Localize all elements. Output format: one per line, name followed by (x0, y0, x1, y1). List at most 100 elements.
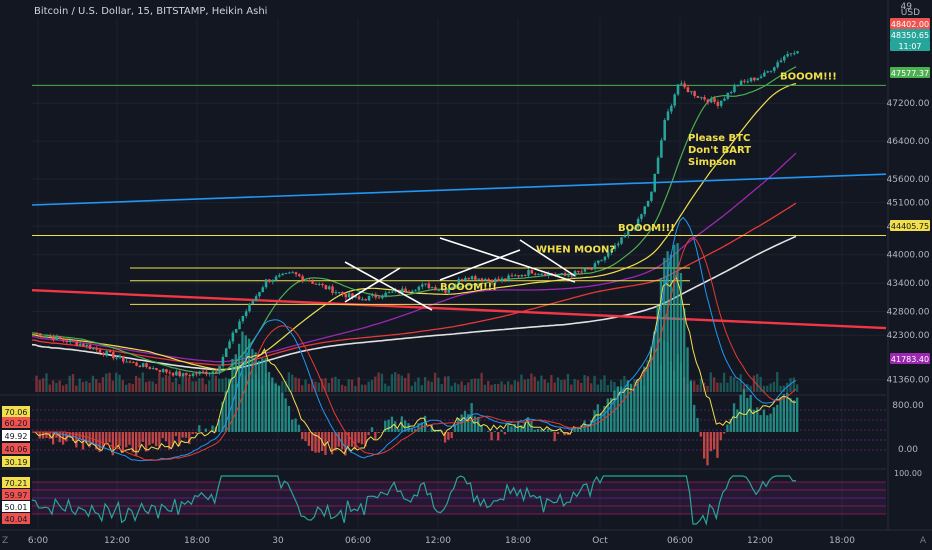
candle-body (623, 235, 627, 238)
candle-body (102, 352, 105, 355)
volume-bar (98, 382, 101, 392)
osc-histogram-bar (752, 409, 756, 432)
osc-histogram-bar (523, 422, 526, 432)
osc-histogram-bar (148, 432, 151, 446)
volume-bar (211, 374, 214, 392)
candle-body (573, 271, 577, 277)
candle-body (729, 92, 733, 94)
candle-body (540, 273, 544, 275)
volume-bar (792, 377, 795, 392)
osc-histogram-bar (174, 432, 178, 437)
volume-bar (570, 384, 573, 392)
osc-histogram-bar (261, 358, 264, 432)
volume-bar (344, 385, 347, 392)
osc-histogram-bar (194, 432, 198, 434)
drawing-line[interactable] (439, 237, 576, 283)
volume-bar (115, 372, 118, 392)
candle-body (626, 230, 630, 236)
volume-bar (35, 375, 38, 392)
osc-histogram-bar (281, 392, 284, 432)
candle-body (198, 371, 201, 375)
volume-bar (58, 380, 61, 392)
volume-bar (746, 384, 749, 392)
drawing-line[interactable] (344, 267, 401, 303)
drawing-line[interactable] (519, 239, 576, 277)
osc-histogram-bar (364, 432, 367, 447)
volume-bar (583, 375, 586, 392)
candle-body (205, 371, 208, 375)
osc-histogram-bar (115, 432, 118, 447)
trend-line-pink[interactable] (31, 289, 887, 330)
volume-bar (722, 372, 726, 392)
candle-body (38, 333, 42, 337)
candle-body (281, 273, 284, 276)
osc-histogram-bar (360, 432, 364, 445)
osc-label: 60.20 (5, 419, 28, 428)
osc-histogram-bar (264, 358, 267, 432)
volume-bar (174, 377, 178, 392)
volume-bar (433, 372, 437, 392)
osc-histogram-bar (284, 398, 287, 432)
candle-body (78, 343, 82, 346)
candle-body (284, 272, 288, 274)
drawing-line[interactable] (344, 261, 433, 311)
candle-body (155, 368, 158, 371)
trend-line-blue[interactable] (31, 173, 887, 206)
volume-bar (712, 377, 716, 392)
candle-body (703, 97, 706, 100)
drawing-line[interactable] (439, 249, 521, 281)
osc-histogram-bar (596, 404, 600, 432)
volume-bar (334, 376, 337, 392)
volume-bar (194, 381, 198, 392)
osc-histogram-bar (384, 420, 387, 432)
candle-body (434, 287, 437, 291)
candle-body (686, 87, 690, 93)
x-tick-label: 12:00 (425, 536, 451, 546)
volume-bar (520, 374, 523, 392)
candle-body (221, 356, 225, 367)
candle-body (636, 218, 640, 228)
candle-body (494, 278, 497, 283)
volume-bar (287, 372, 291, 392)
osc-histogram-bar (108, 432, 111, 443)
volume-bar (360, 384, 364, 392)
volume-bar (513, 380, 516, 392)
volume-bar (447, 376, 450, 392)
candle-body (440, 289, 444, 291)
volume-bar (347, 379, 350, 392)
volume-bar (294, 377, 297, 392)
candle-body (148, 367, 152, 370)
volume-bar (154, 383, 158, 392)
osc-histogram-bar (629, 383, 633, 432)
osc-histogram-bar (154, 432, 158, 447)
osc-label-bg (2, 430, 30, 441)
candle-body (35, 332, 39, 334)
candle-body (600, 260, 603, 262)
volume-bar (88, 382, 91, 392)
candle-body (268, 279, 271, 282)
osc-histogram-bar (254, 352, 257, 432)
candle-body (367, 295, 371, 301)
candle-body (351, 293, 354, 298)
volume-bar (138, 377, 141, 392)
candle-body (796, 51, 799, 54)
candle-body (118, 355, 122, 358)
timezone-icon[interactable]: Z (2, 536, 9, 546)
volume-bar (168, 376, 171, 392)
candle-body (670, 105, 673, 112)
volume-bar (480, 372, 483, 392)
candle-body (191, 373, 195, 376)
osc-histogram-bar (776, 404, 779, 432)
candle-body (523, 274, 527, 276)
osc-histogram-bar (128, 432, 131, 445)
osc-histogram-bar (407, 423, 410, 432)
auto-scale-button[interactable]: A (919, 536, 926, 546)
candle-body (596, 260, 600, 264)
candle-body (231, 332, 235, 342)
candle-body (407, 291, 411, 293)
osc-histogram-bar (689, 381, 693, 432)
volume-bar (769, 383, 772, 392)
x-tick-label: 18:00 (829, 536, 855, 546)
osc-histogram-bar (623, 388, 626, 432)
